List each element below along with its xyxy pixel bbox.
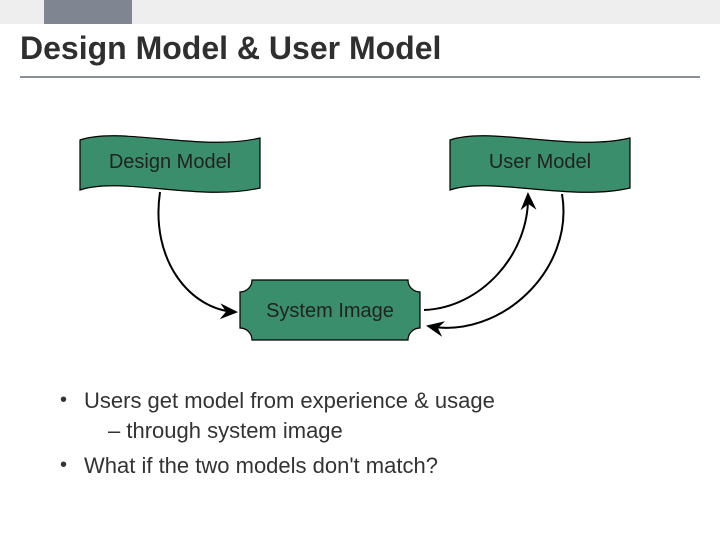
- bullet-text: Users get model from experience & usage: [84, 386, 660, 416]
- bullet-subtext: – through system image: [108, 416, 660, 446]
- edge-system-to-user: [424, 194, 528, 310]
- node-user: User Model: [450, 136, 630, 193]
- node-system: System Image: [240, 280, 420, 340]
- title-divider: [20, 76, 700, 78]
- diagram-stage: Design Model User Model System Image: [0, 90, 720, 370]
- slide-topbar-tab: [44, 0, 132, 24]
- diagram-svg: Design Model User Model System Image: [0, 90, 720, 370]
- bullet-item: • What if the two models don't match?: [60, 451, 660, 481]
- bullet-item: • Users get model from experience & usag…: [60, 386, 660, 416]
- slide-title: Design Model & User Model: [20, 30, 441, 67]
- node-system-label: System Image: [266, 300, 394, 322]
- edge-design-to-system: [158, 192, 236, 312]
- bullet-list: • Users get model from experience & usag…: [60, 380, 660, 481]
- node-user-label: User Model: [489, 151, 591, 173]
- bullet-subitem: – through system image: [108, 416, 660, 446]
- bullet-dot-icon: •: [60, 451, 84, 479]
- bullet-dot-icon: •: [60, 386, 84, 414]
- edge-user-to-system: [428, 194, 563, 328]
- node-design-label: Design Model: [109, 151, 231, 173]
- bullet-text: What if the two models don't match?: [84, 451, 660, 481]
- node-design: Design Model: [80, 136, 260, 193]
- slide-topbar: [0, 0, 720, 24]
